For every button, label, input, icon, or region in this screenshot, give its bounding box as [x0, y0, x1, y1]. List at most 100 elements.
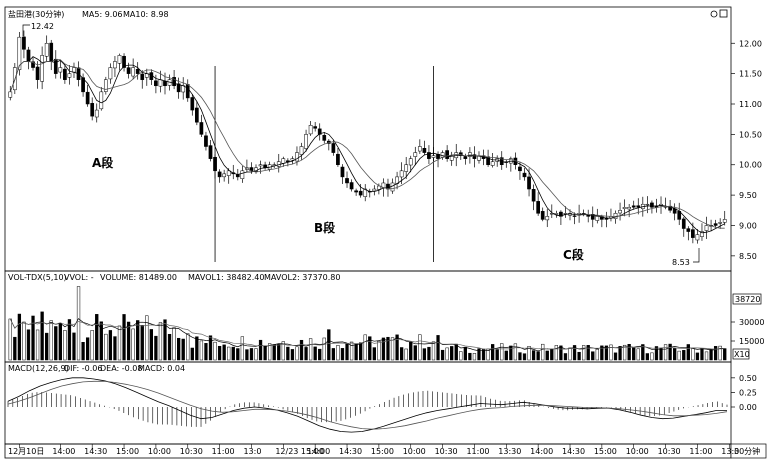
candle-body	[304, 134, 308, 149]
candle-body	[17, 36, 22, 70]
volume-bar	[431, 341, 436, 361]
volume-bar	[190, 347, 194, 361]
candle-body	[490, 161, 495, 166]
candle-body	[190, 97, 195, 111]
volume-bar	[172, 327, 176, 361]
volume-readout: VOLUME: 81489.00	[100, 273, 177, 282]
candle-body	[49, 42, 54, 62]
volume-bar	[349, 341, 354, 361]
volume-bar	[554, 345, 559, 361]
volume-bar	[49, 320, 53, 361]
price-tick-label: 9.00	[739, 221, 757, 230]
candle-body	[185, 84, 190, 99]
volume-bar	[363, 334, 367, 361]
candle	[263, 161, 267, 170]
candle	[149, 69, 154, 85]
candle	[272, 162, 277, 169]
volume-bar	[718, 345, 722, 361]
candle	[195, 101, 199, 126]
candle-body	[99, 91, 104, 110]
volume-bar	[322, 337, 326, 361]
candle	[199, 114, 204, 138]
volume-bar	[163, 319, 167, 361]
candle	[472, 146, 477, 168]
candle	[518, 161, 522, 180]
candle-body	[295, 152, 299, 162]
volume-bar	[81, 342, 85, 361]
volume-bar	[249, 348, 254, 361]
volume-bar	[167, 333, 172, 361]
volume-bar	[609, 344, 613, 361]
candle-body	[627, 207, 632, 210]
volume-bar	[568, 347, 572, 361]
time-tick-label: 12月10日	[8, 447, 44, 456]
candle	[367, 188, 372, 198]
time-tick-label: 14:30	[562, 447, 585, 456]
time-tick-label: 10:30	[180, 447, 203, 456]
candle	[700, 223, 704, 241]
volume-bar	[668, 343, 672, 361]
candle	[17, 32, 22, 76]
volume-bar	[231, 346, 235, 361]
candle-body	[258, 164, 263, 167]
volume-bar	[582, 345, 586, 361]
volume-bar	[240, 336, 245, 361]
volume-bar	[35, 329, 40, 361]
volume-bar	[263, 345, 267, 361]
volume-bar	[136, 320, 140, 361]
volume-bar	[331, 348, 336, 361]
volume-bar	[318, 348, 322, 361]
volume-bar	[404, 348, 408, 361]
volume-bar	[673, 348, 677, 361]
circle-icon[interactable]	[710, 10, 718, 18]
volume-unit-label: X10	[734, 350, 750, 359]
candle-body	[650, 202, 654, 208]
square-icon[interactable]	[719, 9, 728, 18]
volume-bar	[395, 334, 399, 361]
candle	[577, 204, 581, 223]
candle	[217, 169, 222, 183]
candle-body	[545, 216, 550, 221]
candle	[204, 131, 208, 151]
time-tick-label: 15:00	[594, 447, 617, 456]
macd-tick-label: 0.50	[739, 374, 757, 383]
price-tick-label: 9.50	[739, 191, 757, 200]
candle-body	[67, 73, 72, 78]
candle-body	[536, 201, 540, 214]
volume-bar	[559, 345, 563, 361]
volume-bar	[213, 341, 217, 361]
candle-body	[235, 174, 240, 178]
volume-bar	[477, 348, 481, 361]
candle	[22, 30, 26, 59]
low-label: 8.53	[672, 258, 690, 267]
time-tick-label: 10:30	[658, 447, 681, 456]
period-box[interactable]	[730, 443, 767, 459]
time-axis-frame	[4, 443, 732, 459]
volume-bar	[195, 336, 199, 361]
candle	[90, 97, 95, 121]
candle-body	[158, 79, 163, 87]
candle	[208, 140, 213, 162]
candle	[226, 168, 231, 184]
volume-bar	[327, 329, 331, 361]
volume-bar	[58, 323, 62, 361]
price-tick-label: 11.50	[739, 70, 762, 79]
candle	[631, 200, 636, 210]
candle-body	[700, 231, 704, 237]
candle	[422, 140, 427, 155]
time-tick-label: 11:00	[466, 447, 489, 456]
time-tick-label: 14:30	[84, 447, 107, 456]
volume-bar	[399, 347, 404, 361]
volume-bar	[122, 314, 126, 361]
volume-bar	[527, 346, 531, 361]
volume-bar	[90, 330, 94, 361]
volume-bar	[336, 345, 340, 361]
candle	[108, 63, 113, 84]
macd-panel-frame	[4, 361, 732, 445]
period-label[interactable]: 30分钟	[734, 446, 760, 456]
volume-bar	[641, 344, 645, 361]
candle	[349, 179, 354, 192]
volume-bar	[618, 346, 622, 361]
volume-bar	[622, 344, 627, 361]
volume-bar	[8, 318, 12, 361]
